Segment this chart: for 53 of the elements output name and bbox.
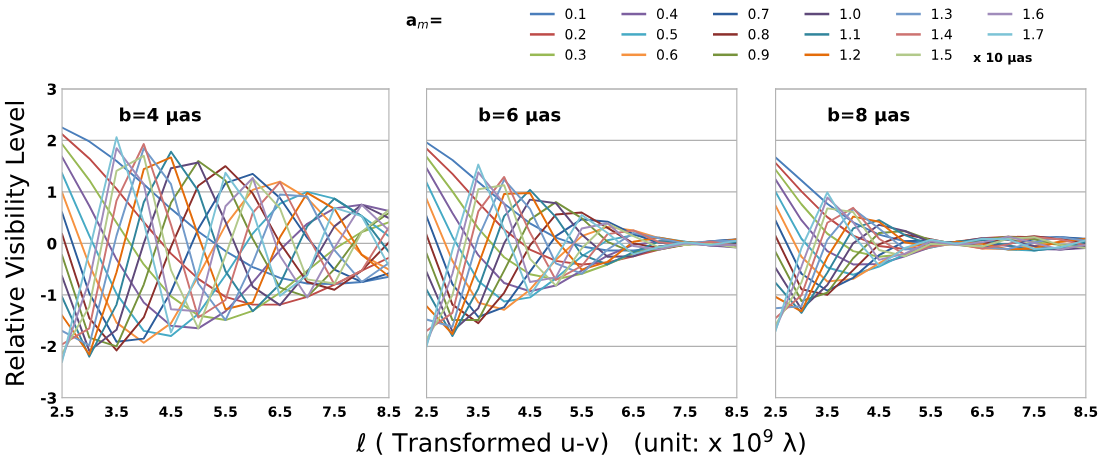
- legend-label: 0.3: [565, 49, 586, 60]
- y-tick-label: 2: [47, 134, 56, 147]
- x-tick-label: 7.5: [673, 406, 697, 417]
- x-tick-label: 3.5: [105, 406, 128, 417]
- x-tick-label: 8.5: [377, 406, 401, 417]
- x-tick-label: 6.5: [268, 406, 292, 417]
- y-axis-title: Relative Visibility Level: [4, 101, 30, 385]
- legend-label: 0.8: [748, 28, 769, 40]
- legend-label: 1.2: [840, 49, 860, 60]
- legend-label: 0.6: [656, 49, 678, 60]
- x-axis-title: ℓ ( Transformed u-v) (unit: x 10$^{9}$ λ): [355, 428, 805, 455]
- y-tick-label: -2: [41, 340, 56, 353]
- legend-label: 1.1: [840, 29, 860, 40]
- x-tick-label: 5.5: [570, 406, 594, 417]
- text: b=6 μas: [479, 107, 561, 125]
- x-tick-label: 7.5: [1022, 406, 1046, 417]
- x-tick-label: 8.5: [725, 406, 749, 417]
- x-tick-label: 6.5: [970, 406, 994, 417]
- legend-label: 0.4: [656, 8, 678, 20]
- x-tick-label: 3.5: [466, 406, 490, 417]
- x-tick-label: 5.5: [214, 406, 237, 417]
- x-tick-label: 4.5: [867, 406, 891, 417]
- legend-label: 1.5: [932, 49, 952, 60]
- text: b=8 μas: [828, 107, 910, 125]
- legend-label: 1.6: [1023, 8, 1044, 20]
- y-tick-label: 0: [47, 237, 57, 250]
- legend-label: 0.1: [565, 8, 586, 20]
- x-tick-label: 4.5: [159, 406, 183, 417]
- y-tick-label: 1: [48, 186, 57, 198]
- legend-label: 0.5: [656, 28, 677, 40]
- legend-label: 1.4: [932, 29, 952, 40]
- x-tick-label: 2.5: [415, 406, 438, 417]
- x-tick-label: 8.5: [1074, 406, 1098, 417]
- y-tick-label: 3: [47, 83, 56, 95]
- legend-label: 0.7: [748, 8, 769, 20]
- legend-label: 0.9: [748, 49, 769, 60]
- y-tick-label: -1: [41, 289, 57, 301]
- y-tick-label: -3: [41, 392, 56, 404]
- x-tick-label: 6.5: [621, 406, 645, 417]
- text: x 10 μas: [973, 52, 1032, 65]
- legend-label: 1.0: [840, 8, 861, 20]
- x-tick-label: 2.5: [50, 406, 74, 417]
- line-series: [62, 126, 389, 285]
- legend-label: 1.3: [932, 8, 952, 20]
- x-tick-label: 4.5: [518, 406, 542, 417]
- x-tick-label: 2.5: [764, 406, 787, 417]
- text: b=4 μas: [120, 107, 201, 125]
- x-tick-label: 3.5: [815, 406, 839, 417]
- x-tick-label: 7.5: [323, 406, 346, 417]
- legend-title: a$_{m}$=: [406, 16, 442, 29]
- legend-label: 1.7: [1023, 29, 1044, 40]
- x-tick-label: 5.5: [919, 406, 943, 417]
- legend-label: 0.2: [565, 28, 586, 40]
